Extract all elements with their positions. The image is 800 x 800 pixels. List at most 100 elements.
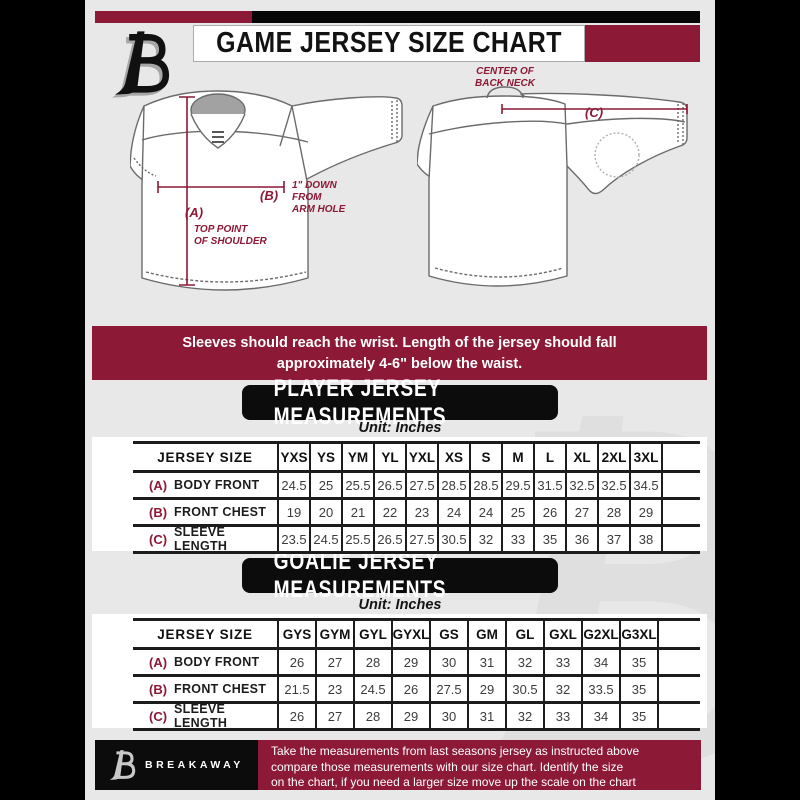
measurement-value: 35 (533, 527, 565, 551)
measurement-value: 37 (597, 527, 629, 551)
size-column-header: G2XL (581, 621, 619, 647)
measurement-value: 36 (565, 527, 597, 551)
measurement-value: 35 (619, 677, 657, 701)
measurement-value: 26 (533, 500, 565, 524)
row-name: BODY FRONT (174, 478, 260, 492)
jersey-front-diagram (130, 90, 403, 291)
label-c: (C) (585, 105, 604, 120)
measurement-value: 31 (467, 650, 505, 674)
measurement-value: 28.5 (469, 473, 501, 497)
table-filler (661, 473, 700, 497)
footer-brand-name: BREAKAWAY (145, 759, 244, 771)
top-accent-black (252, 11, 700, 23)
measurement-value: 33 (543, 704, 581, 728)
measurement-value: 38 (629, 527, 661, 551)
size-column-header: YL (373, 444, 405, 470)
size-column-header: GYL (353, 621, 391, 647)
measurement-value: 27.5 (405, 527, 437, 551)
measurement-value: 29 (629, 500, 661, 524)
row-label: (C) SLEEVE LENGTH (133, 704, 277, 728)
page-title: GAME JERSEY SIZE CHART (216, 27, 562, 59)
measurement-value: 26 (277, 650, 315, 674)
measurement-value: 25 (309, 473, 341, 497)
row-label: (B) FRONT CHEST (133, 677, 277, 701)
top-accent-maroon (95, 11, 252, 23)
measurement-value: 25.5 (341, 527, 373, 551)
measurement-value: 26 (391, 677, 429, 701)
row-name: FRONT CHEST (174, 682, 267, 696)
measurement-value: 24 (469, 500, 501, 524)
measurement-value: 28 (353, 650, 391, 674)
row-label: (A) BODY FRONT (133, 650, 277, 674)
size-column-header: GYS (277, 621, 315, 647)
size-column-header: M (501, 444, 533, 470)
measurement-value: 30 (429, 704, 467, 728)
player-size-table: JERSEY SIZE YXS YS YM YL YXL XS S M L XL 2XL 3XL (A) B… (133, 441, 700, 554)
measurement-value: 34.5 (629, 473, 661, 497)
size-column-header: 3XL (629, 444, 661, 470)
size-column-header: GL (505, 621, 543, 647)
row-key: (B) (149, 681, 168, 697)
size-column-header: GM (467, 621, 505, 647)
table-filler (657, 650, 700, 674)
size-column-header: G3XL (619, 621, 657, 647)
row-label: (A) BODY FRONT (133, 473, 277, 497)
goalie-size-table: JERSEY SIZE GYS GYM GYL GYXL GS GM GL GXL G2XL G3X… (133, 618, 700, 731)
measurement-value: 33.5 (581, 677, 619, 701)
measurement-value: 32 (505, 704, 543, 728)
measurement-value: 26 (277, 704, 315, 728)
row-name: SLEEVE LENGTH (174, 704, 228, 728)
measurement-value: 27 (565, 500, 597, 524)
row-label: (B) FRONT CHEST (133, 500, 277, 524)
measurement-value: 34 (581, 704, 619, 728)
jersey-size-header: JERSEY SIZE (157, 626, 253, 642)
measurement-value: 30.5 (505, 677, 543, 701)
row-label: (C) SLEEVE LENGTH (133, 527, 277, 551)
measurement-value: 32.5 (565, 473, 597, 497)
measurement-value: 24 (437, 500, 469, 524)
table-filler (661, 527, 700, 551)
table-filler (661, 444, 700, 470)
measurement-value: 26.5 (373, 527, 405, 551)
size-column-header: YXS (277, 444, 309, 470)
measurement-value: 23.5 (277, 527, 309, 551)
measurement-value: 32 (543, 677, 581, 701)
measurement-value: 32 (469, 527, 501, 551)
size-column-header: L (533, 444, 565, 470)
measurement-value: 25 (501, 500, 533, 524)
center-back-neck-note: CENTER OF BACK NECK (475, 66, 535, 89)
size-column-header: GS (429, 621, 467, 647)
table-filler (657, 704, 700, 728)
row-key: (A) (149, 477, 168, 493)
measurement-value: 28 (597, 500, 629, 524)
measurement-value: 27 (315, 704, 353, 728)
size-chart-page: GAME JERSEY SIZE CHART (85, 0, 715, 800)
jersey-back-diagram (417, 86, 688, 287)
row-key: (B) (149, 504, 168, 520)
goalie-table-panel: JERSEY SIZE GYS GYM GYL GYXL GS GM GL GXL G2XL G3X… (92, 614, 707, 731)
measurement-value: 34 (581, 650, 619, 674)
measurement-value: 22 (373, 500, 405, 524)
measurement-value: 27.5 (405, 473, 437, 497)
title-accent-maroon (585, 25, 700, 62)
size-column-header: XS (437, 444, 469, 470)
measurement-value: 28.5 (437, 473, 469, 497)
arm-hole-note: 1" DOWN FROM ARM HOLE (292, 180, 346, 215)
measurement-value: 32 (505, 650, 543, 674)
size-column-header: YXL (405, 444, 437, 470)
player-table-panel: JERSEY SIZE YXS YS YM YL YXL XS S M L XL 2XL 3XL (A) B… (92, 437, 707, 554)
label-a: (A) (185, 205, 204, 220)
measurement-value: 27.5 (429, 677, 467, 701)
shoulder-note: TOP POINT OF SHOULDER (194, 224, 267, 247)
goalie-unit-label: Unit: Inches (358, 597, 442, 613)
measurement-value: 29.5 (501, 473, 533, 497)
measurement-value: 35 (619, 650, 657, 674)
table-header-row: JERSEY SIZE GYS GYM GYL GYXL GS GM GL GXL G2XL G3X… (133, 618, 700, 647)
table-row: (A) BODY FRONT 24.5 25 25.5 26.5 27.5 28.5 28.5 2… (133, 470, 700, 497)
measurement-value: 33 (543, 650, 581, 674)
breakaway-b-logo-icon (109, 750, 136, 780)
measurement-value: 25.5 (341, 473, 373, 497)
footer-brand-box: BREAKAWAY (95, 740, 258, 790)
measurement-value: 30 (429, 650, 467, 674)
goalie-section-title: GOALIE JERSEY MEASUREMENTS (273, 547, 447, 603)
